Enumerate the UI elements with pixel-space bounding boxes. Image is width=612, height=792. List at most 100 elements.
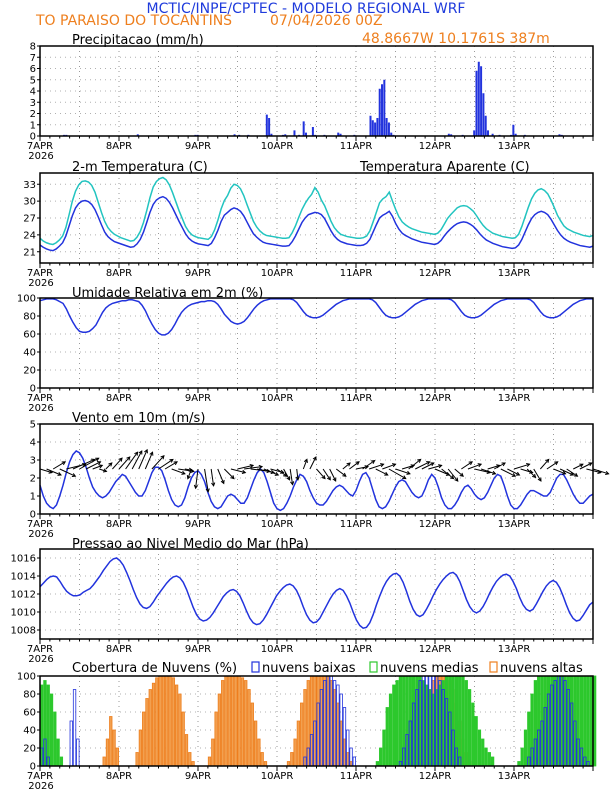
x-tick-label: 13APR [498, 141, 531, 152]
wind-vector [144, 451, 154, 470]
wind-vector [59, 468, 77, 477]
cloud-bar-nuvens-medias [392, 684, 396, 767]
wind-vector [329, 468, 337, 482]
precip-bar [487, 130, 490, 136]
cloud-bar-nuvens-medias [59, 756, 64, 767]
x-tick-label: 13APR [498, 771, 531, 782]
cloud-bar-nuvens-altas [102, 756, 106, 767]
x-tick-label: 13APR [498, 519, 531, 530]
cloud-bar-nuvens-altas [221, 680, 225, 767]
cloud-bar-nuvens-baixas [69, 720, 73, 767]
cloud-bar-nuvens-altas [211, 738, 215, 767]
cloud-bar-nuvens-altas [161, 675, 166, 767]
x-tick-label: 10APR [261, 519, 294, 530]
x-tick-label: 11APR [340, 268, 373, 279]
x-tick-label: 12APR [419, 644, 452, 655]
x-tick-label: 8APR [106, 393, 132, 404]
cloud-bar-nuvens-altas [247, 689, 251, 767]
x-tick-label: 12APR [419, 771, 452, 782]
panel-title-precip: Precipitacao (mm/h) [72, 33, 204, 48]
y-tick-label: 1 [30, 120, 36, 131]
wind-vector [39, 468, 53, 474]
x-tick-label: 10APR [261, 393, 294, 404]
x-year-label: 2026 [28, 529, 53, 540]
wind-vector [46, 468, 62, 476]
wind-vector [539, 458, 550, 470]
cloud-bar-nuvens-medias [484, 747, 488, 767]
cloud-bar-nuvens-altas [171, 677, 175, 767]
x-tick-label: 8APR [106, 141, 132, 152]
wind-vector [454, 468, 464, 477]
x-tick-label: 7APR [27, 268, 53, 279]
precip-bar [383, 79, 386, 136]
cloud-bar-nuvens-altas [253, 720, 258, 767]
precip-bar [233, 134, 236, 136]
wind-vector [579, 462, 593, 470]
cloud-bar-nuvens-medias [471, 702, 475, 767]
wind-vector [533, 468, 542, 482]
precip-bar [284, 134, 287, 136]
cloud-bar-nuvens-altas [155, 677, 159, 767]
y-tick-label: 1014 [11, 572, 36, 583]
y-tick-label: 0 [30, 384, 36, 395]
precip-bar [390, 132, 393, 136]
y-tick-label: 7 [30, 53, 36, 64]
cloud-bar-nuvens-altas [105, 738, 110, 767]
cloud-bar-nuvens-altas [227, 675, 231, 767]
legend-swatch-mid [369, 661, 378, 673]
x-year-label: 2026 [28, 781, 53, 792]
precip-bar [473, 130, 476, 136]
cloud-bar-nuvens-medias [382, 729, 386, 767]
cloud-bar-nuvens-altas [165, 675, 169, 767]
precip-bar [270, 133, 273, 136]
wind-vector [276, 468, 288, 477]
cloud-bar-nuvens-altas [224, 675, 228, 767]
x-tick-label: 10APR [261, 141, 294, 152]
cloud-bar-nuvens-medias [53, 711, 57, 767]
cloud-bar-nuvens-medias [487, 752, 491, 767]
cloud-bar-nuvens-altas [237, 675, 241, 767]
precip-bar [558, 134, 561, 136]
precip-bar [371, 120, 374, 136]
wind-vector [388, 468, 407, 480]
cloud-bar-nuvens-altas [260, 752, 264, 767]
precip-bar [378, 88, 381, 136]
precip-bar [268, 118, 271, 136]
wind-vector [210, 468, 216, 487]
precip-bar [374, 122, 377, 136]
precip-bar [477, 61, 480, 136]
x-tick-label: 12APR [419, 141, 452, 152]
wind-vector [500, 468, 517, 477]
x-year-label: 2026 [28, 654, 53, 665]
cloud-bar-nuvens-altas [145, 698, 149, 767]
x-tick-label: 13APR [498, 644, 531, 655]
cloud-bar-nuvens-altas [188, 752, 192, 767]
wind-vector [118, 456, 131, 470]
y-tick-label: 0 [30, 762, 36, 773]
y-tick-label: 1 [30, 492, 36, 503]
wind-vector [289, 468, 295, 486]
wind-vector [186, 468, 192, 480]
wind-vector [223, 468, 235, 480]
cloud-bar-nuvens-medias [379, 747, 383, 767]
y-tick-label: 1012 [11, 590, 36, 601]
cloud-bar-nuvens-altas [109, 716, 113, 767]
precip-bar [339, 133, 342, 136]
x-tick-label: 8APR [106, 644, 132, 655]
y-tick-label: 2 [30, 109, 36, 120]
temp-series-line [39, 176, 594, 246]
wind-vector [342, 462, 351, 470]
cloud-bar-nuvens-altas [296, 720, 301, 767]
legend-low: nuvens baixas [262, 661, 356, 676]
wind-vector [171, 468, 186, 475]
y-tick-label: 30 [23, 197, 36, 208]
y-tick-label: 1010 [11, 608, 36, 619]
legend-swatch-low [251, 661, 260, 673]
cloud-bar-nuvens-medias [523, 729, 528, 767]
x-tick-label: 8APR [106, 771, 132, 782]
x-tick-label: 9APR [185, 771, 211, 782]
precip-bar [447, 133, 450, 136]
wind-vector [164, 461, 178, 470]
y-tick-label: 80 [23, 312, 36, 323]
precip-bar [450, 134, 453, 136]
